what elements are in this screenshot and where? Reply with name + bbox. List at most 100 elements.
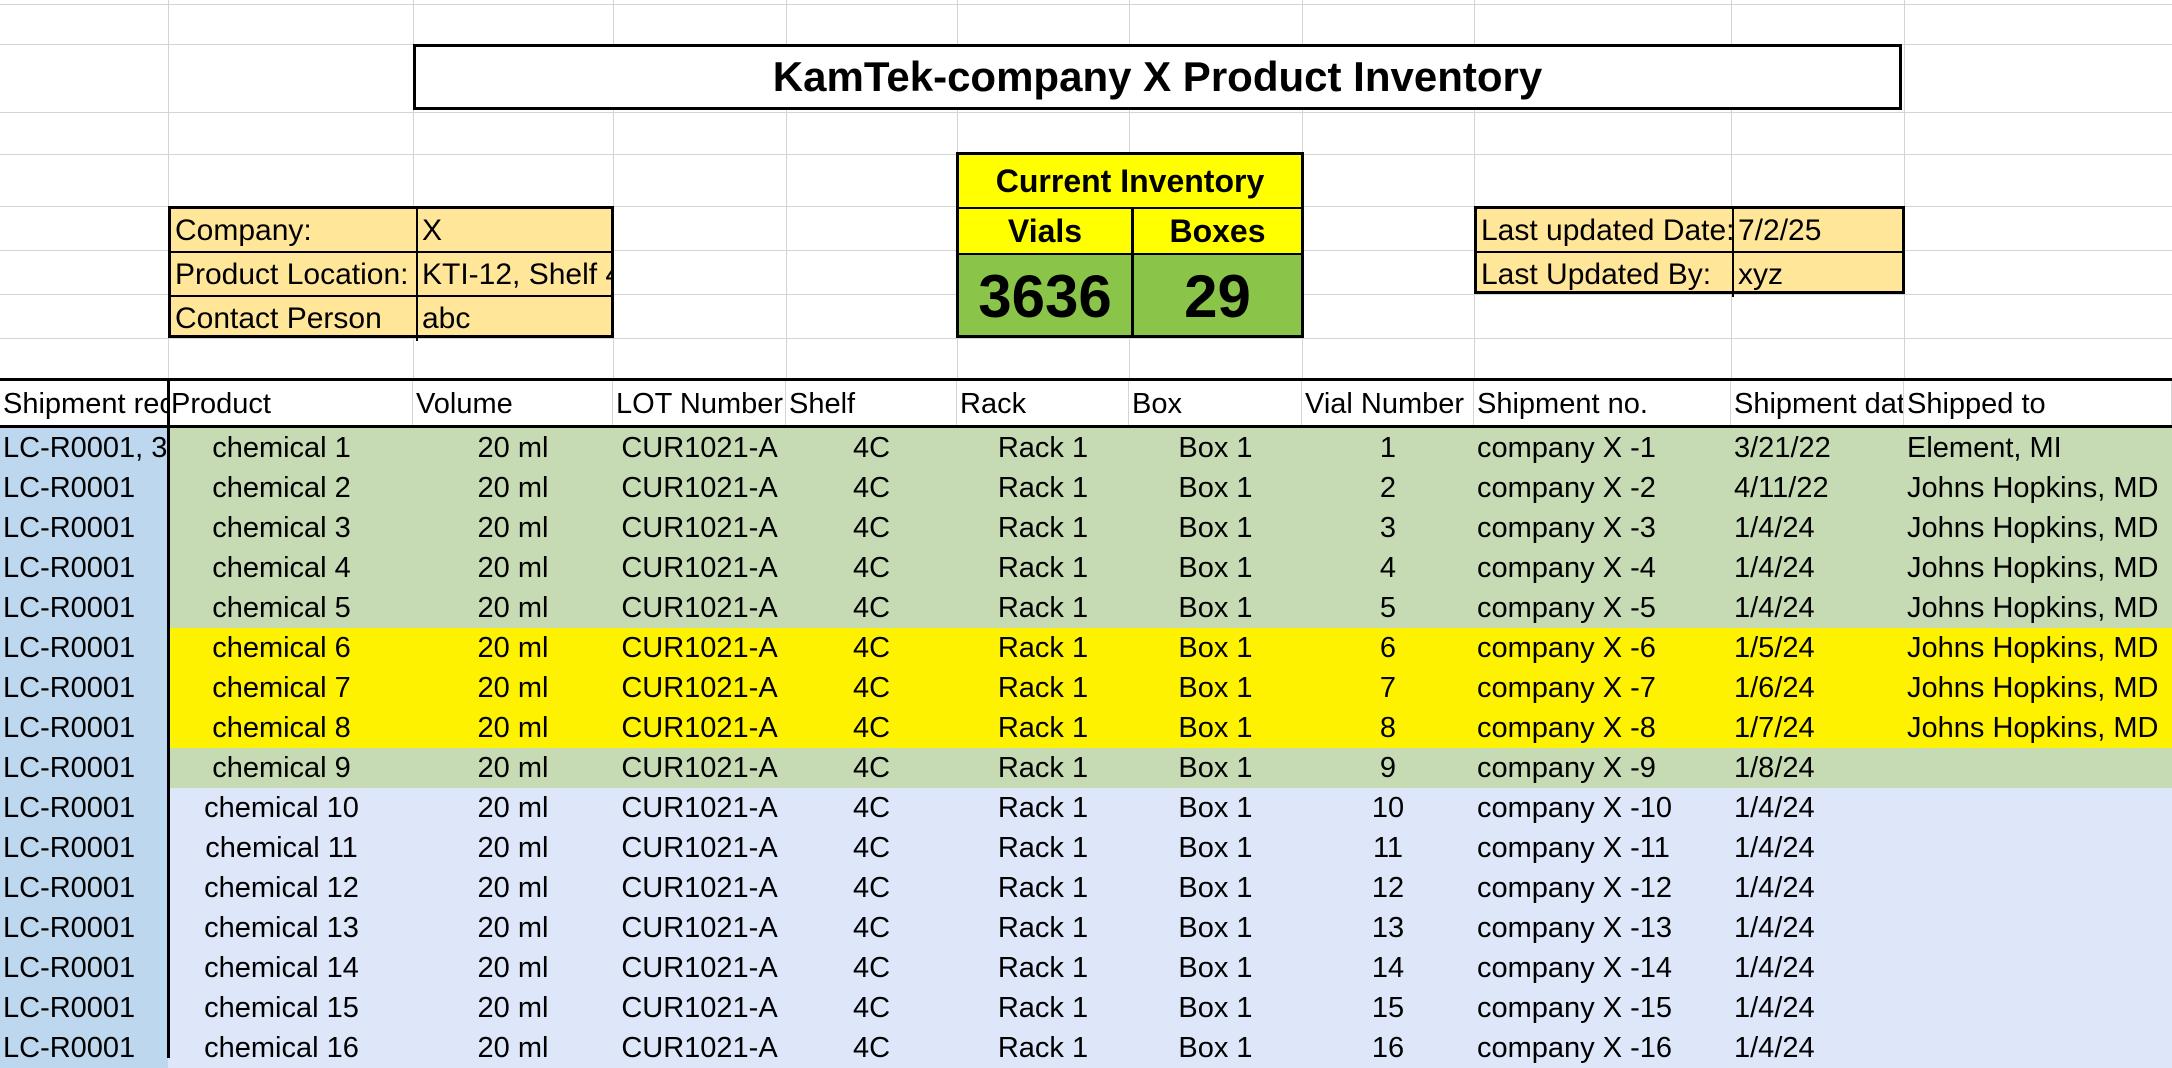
shipment-date-cell[interactable]: 1/4/24 bbox=[1734, 952, 1815, 984]
table-row[interactable]: LC-R0001 chemical 16 20 ml CUR1021-A 4C Rack … bbox=[0, 1028, 2172, 1068]
box-cell[interactable]: Box 1 bbox=[1178, 592, 1253, 624]
shipped-to-cell[interactable] bbox=[1904, 948, 2172, 988]
product-location-value[interactable]: KTI-12, Shelf 4 bbox=[422, 258, 611, 291]
shipped-to-cell[interactable]: Element, MI bbox=[1907, 432, 2062, 464]
shipment-received-cell[interactable]: LC-R0001 bbox=[0, 708, 168, 748]
vials-count[interactable]: 3636 bbox=[959, 255, 1131, 335]
shipment-date-cell[interactable]: 1/4/24 bbox=[1734, 1032, 1815, 1064]
product-cell[interactable]: chemical 9 bbox=[212, 752, 351, 784]
shipment-date-cell[interactable]: 3/21/22 bbox=[1734, 432, 1831, 464]
lot-number-cell[interactable]: CUR1021-A bbox=[621, 792, 778, 824]
rack-cell[interactable]: Rack 1 bbox=[997, 912, 1089, 944]
shipment-no-cell[interactable]: company X -2 bbox=[1477, 472, 1656, 504]
company-value[interactable]: X bbox=[422, 214, 443, 247]
table-row[interactable]: LC-R0001 chemical 15 20 ml CUR1021-A 4C Rack … bbox=[0, 988, 2172, 1028]
box-cell[interactable]: Box 1 bbox=[1178, 912, 1253, 944]
shipped-to-cell[interactable] bbox=[1904, 988, 2172, 1028]
shipment-no-cell[interactable]: company X -15 bbox=[1477, 992, 1673, 1024]
lot-number-cell[interactable]: CUR1021-A bbox=[621, 912, 778, 944]
shipment-no-cell[interactable]: company X -5 bbox=[1477, 592, 1656, 624]
table-row[interactable]: LC-R0001, 3.7 chemical 1 20 ml CUR1021-A 4C R… bbox=[0, 428, 2172, 468]
shipment-no-cell[interactable]: company X -11 bbox=[1477, 832, 1670, 864]
shipment-received-cell[interactable]: LC-R0001 bbox=[0, 788, 168, 828]
table-row[interactable]: LC-R0001 chemical 6 20 ml CUR1021-A 4C Rack 1… bbox=[0, 628, 2172, 668]
volume-cell[interactable]: 20 ml bbox=[477, 832, 549, 864]
vial-number-cell[interactable]: 10 bbox=[1371, 792, 1405, 824]
box-cell[interactable]: Box 1 bbox=[1178, 552, 1253, 584]
rack-cell[interactable]: Rack 1 bbox=[997, 632, 1089, 664]
rack-cell[interactable]: Rack 1 bbox=[997, 792, 1089, 824]
shipment-no-cell[interactable]: company X -13 bbox=[1477, 912, 1673, 944]
shelf-cell[interactable]: 4C bbox=[852, 792, 891, 824]
shipped-to-cell[interactable] bbox=[1904, 788, 2172, 828]
rack-cell[interactable]: Rack 1 bbox=[997, 432, 1089, 464]
vial-number-cell[interactable]: 14 bbox=[1371, 952, 1405, 984]
volume-cell[interactable]: 20 ml bbox=[477, 512, 549, 544]
shipment-received-cell[interactable]: LC-R0001 bbox=[0, 588, 168, 628]
shipment-date-cell[interactable]: 1/4/24 bbox=[1734, 872, 1815, 904]
rack-cell[interactable]: Rack 1 bbox=[997, 1032, 1089, 1064]
table-row[interactable]: LC-R0001 chemical 7 20 ml CUR1021-A 4C Rack 1… bbox=[0, 668, 2172, 708]
vial-number-cell[interactable]: 12 bbox=[1371, 872, 1405, 904]
volume-cell[interactable]: 20 ml bbox=[477, 792, 549, 824]
shipment-date-cell[interactable]: 1/4/24 bbox=[1734, 512, 1815, 544]
product-cell[interactable]: chemical 6 bbox=[212, 632, 351, 664]
rack-cell[interactable]: Rack 1 bbox=[997, 592, 1089, 624]
volume-cell[interactable]: 20 ml bbox=[477, 952, 549, 984]
box-cell[interactable]: Box 1 bbox=[1178, 1032, 1253, 1064]
box-cell[interactable]: Box 1 bbox=[1178, 712, 1253, 744]
lot-number-cell[interactable]: CUR1021-A bbox=[621, 992, 778, 1024]
vial-number-cell[interactable]: 13 bbox=[1371, 912, 1405, 944]
lot-number-cell[interactable]: CUR1021-A bbox=[621, 552, 778, 584]
product-cell[interactable]: chemical 10 bbox=[204, 792, 359, 824]
lot-number-cell[interactable]: CUR1021-A bbox=[621, 432, 778, 464]
shipment-date-cell[interactable]: 4/11/22 bbox=[1734, 472, 1829, 504]
product-cell[interactable]: chemical 2 bbox=[212, 472, 351, 504]
box-cell[interactable]: Box 1 bbox=[1178, 512, 1253, 544]
shipment-received-cell[interactable]: LC-R0001 bbox=[0, 748, 168, 788]
shelf-cell[interactable]: 4C bbox=[852, 632, 891, 664]
rack-cell[interactable]: Rack 1 bbox=[997, 832, 1089, 864]
table-row[interactable]: LC-R0001 chemical 4 20 ml CUR1021-A 4C Rack 1… bbox=[0, 548, 2172, 588]
header-shipment-date[interactable]: Shipment date bbox=[1731, 381, 1904, 425]
volume-cell[interactable]: 20 ml bbox=[477, 552, 549, 584]
shipped-to-cell[interactable] bbox=[1904, 748, 2172, 788]
shipment-received-cell[interactable]: LC-R0001 bbox=[0, 548, 168, 588]
shipped-to-cell[interactable] bbox=[1904, 1028, 2172, 1068]
rack-cell[interactable]: Rack 1 bbox=[997, 952, 1089, 984]
lot-number-cell[interactable]: CUR1021-A bbox=[621, 952, 778, 984]
shipment-received-cell[interactable]: LC-R0001 bbox=[0, 668, 168, 708]
product-cell[interactable]: chemical 1 bbox=[212, 432, 351, 464]
rack-cell[interactable]: Rack 1 bbox=[997, 752, 1089, 784]
lot-number-cell[interactable]: CUR1021-A bbox=[621, 672, 778, 704]
shipment-date-cell[interactable]: 1/5/24 bbox=[1734, 632, 1815, 664]
shipment-received-cell[interactable]: LC-R0001 bbox=[0, 988, 168, 1028]
shelf-cell[interactable]: 4C bbox=[852, 952, 891, 984]
volume-cell[interactable]: 20 ml bbox=[477, 872, 549, 904]
rack-cell[interactable]: Rack 1 bbox=[997, 992, 1089, 1024]
header-lot-number[interactable]: LOT Number bbox=[613, 381, 786, 425]
shipment-date-cell[interactable]: 1/8/24 bbox=[1734, 752, 1815, 784]
table-row[interactable]: LC-R0001 chemical 5 20 ml CUR1021-A 4C Rack 1… bbox=[0, 588, 2172, 628]
product-cell[interactable]: chemical 14 bbox=[204, 952, 359, 984]
header-shelf[interactable]: Shelf bbox=[786, 381, 957, 425]
product-cell[interactable]: chemical 12 bbox=[204, 872, 359, 904]
rack-cell[interactable]: Rack 1 bbox=[997, 712, 1089, 744]
box-cell[interactable]: Box 1 bbox=[1178, 952, 1253, 984]
rack-cell[interactable]: Rack 1 bbox=[997, 672, 1089, 704]
shelf-cell[interactable]: 4C bbox=[852, 512, 891, 544]
shipped-to-cell[interactable]: Johns Hopkins, MD bbox=[1907, 632, 2159, 664]
volume-cell[interactable]: 20 ml bbox=[477, 432, 549, 464]
shelf-cell[interactable]: 4C bbox=[852, 552, 891, 584]
volume-cell[interactable]: 20 ml bbox=[477, 1032, 549, 1064]
shipped-to-cell[interactable]: Johns Hopkins, MD bbox=[1907, 592, 2159, 624]
contact-person-value[interactable]: abc bbox=[422, 302, 471, 335]
shipped-to-cell[interactable]: Johns Hopkins, MD bbox=[1907, 552, 2159, 584]
shipment-date-cell[interactable]: 1/7/24 bbox=[1734, 712, 1815, 744]
box-cell[interactable]: Box 1 bbox=[1178, 672, 1253, 704]
product-cell[interactable]: chemical 4 bbox=[212, 552, 351, 584]
shelf-cell[interactable]: 4C bbox=[852, 1032, 891, 1064]
shipment-received-cell[interactable]: LC-R0001 bbox=[0, 628, 168, 668]
box-cell[interactable]: Box 1 bbox=[1178, 832, 1253, 864]
shipped-to-cell[interactable]: Johns Hopkins, MD bbox=[1907, 512, 2159, 544]
